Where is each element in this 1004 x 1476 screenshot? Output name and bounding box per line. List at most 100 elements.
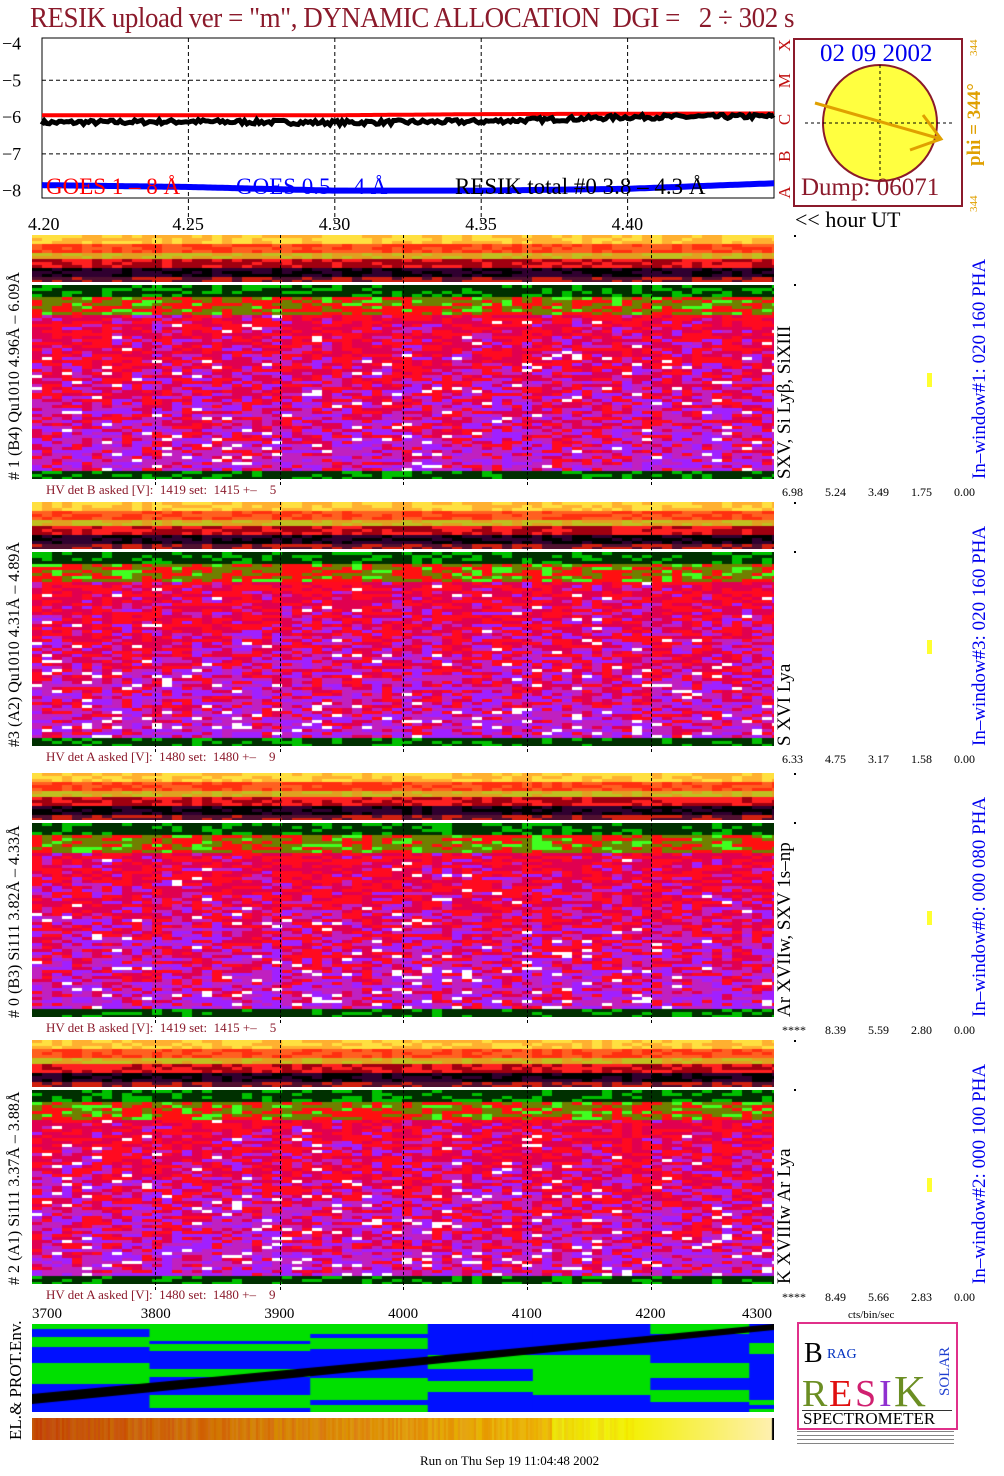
detector-label: # 0 (B3) Si111 3.82Å – 4.33Å [6,825,23,1018]
spectral-lines-label: K XVIIIw Ar Lya [774,1148,795,1284]
pha-histogram-top [794,235,796,237]
color-strip [32,1418,774,1440]
time-grid-line [155,773,156,1023]
pha-histogram-top [794,773,796,775]
lightcurve-plot: −4 −5 −6 −7 −8 4.20 4.25 4.30 4.35 4.40 A B C M X GOES … [2,34,794,234]
svg-text:K: K [894,1367,926,1416]
hist-tick-label: 0.00 [954,1290,975,1304]
hv-status: HV det B asked [V]: 1419 set: 1415 +– 5 [46,1020,277,1035]
flare-class-letter: X [775,39,794,51]
env-x-tick: 3900 [264,1306,295,1322]
time-grid-line [527,502,528,752]
svg-text:RAG: RAG [827,1347,857,1362]
legend-entry: GOES 0.5 – 4 Å [236,174,388,199]
hv-status: HV det B asked [V]: 1419 set: 1415 +– 5 [46,482,277,497]
phi-bottom: 344 [968,195,980,213]
logo-fineprint [797,1430,954,1444]
footer-run-date: Run on Thu Sep 19 11:04:48 2002 [420,1453,600,1468]
hist-tick-label: 0.00 [954,485,975,499]
hist-unit: cts/bin/sec [848,1309,895,1321]
window-label: In–window#0: 000 080 PHA [969,796,990,1017]
time-grid-line [527,1040,528,1290]
hist-tick-label: 2.80 [911,1023,932,1037]
env-label: EL.& PROT.Env. [6,1320,25,1440]
hist-tick-label: 5.59 [868,1023,889,1037]
flare-class-letter: C [775,114,794,125]
hist-tick-label: 0.00 [954,752,975,766]
time-grid-line [403,1040,404,1290]
x-axis-label: << hour UT [795,207,901,232]
phi-label: phi = 344° [964,83,985,166]
hist-tick-label: 6.33 [782,752,803,766]
hist-tick-label: **** [782,1023,806,1037]
pha-histogram-top [794,1040,796,1042]
detector-panel: # 2 (A1) Si111 3.37Å – 3.88Å HV det A ask… [0,1040,1004,1304]
hist-tick-label: 2.83 [911,1290,932,1304]
time-grid-line [651,235,652,485]
y-tick-label: −4 [2,34,21,54]
marker [927,640,932,654]
hv-status: HV det A asked [V]: 1480 set: 1480 +– 9 [46,749,276,764]
hist-tick-label: **** [782,1290,806,1304]
time-grid-line [651,502,652,752]
time-grid-line [280,235,281,485]
env-x-tick: 4300 [742,1306,772,1322]
detector-label: #3 (A2) Qu1010 4.31Å – 4.89Å [6,542,23,747]
marker [927,911,932,925]
particle-environment-heatmap [32,1324,774,1412]
x-tick-label: 4.25 [172,214,204,234]
time-grid-line [403,502,404,752]
pha-histogram-top [794,502,796,504]
time-grid-line [527,235,528,485]
x-tick-label: 4.35 [465,214,497,234]
time-grid-line [403,235,404,485]
spectral-lines-label: Ar XVIIw, SXV 1s–np [774,842,795,1017]
svg-text:S: S [855,1373,876,1415]
svg-text:R: R [802,1373,828,1415]
svg-text:B: B [804,1338,823,1369]
series-line [42,111,774,118]
detector-panel: # 1 (B4) Qu1010 4.96Å – 6.09Å HV det B as… [0,235,1004,499]
spectral-lines-label: S XVI Lya [774,663,795,746]
y-tick-label: −6 [2,107,21,127]
resik-logo: B RAG R E S I K SOLAR SPECTROMETER [797,1322,958,1430]
hist-tick-label: 3.49 [868,485,889,499]
lightcurve-chart: −4 −5 −6 −7 −8 4.20 4.25 4.30 4.35 4.40 A B C M X GOES … [0,30,1004,240]
env-x-tick: 4200 [635,1306,666,1322]
detector-panel: #3 (A2) Qu1010 4.31Å – 4.89Å HV det A ask… [0,502,1004,766]
logo-subtitle: SPECTROMETER [803,1409,936,1428]
pha-histogram-main [794,822,796,824]
flare-class-letter: B [775,151,794,162]
time-grid-line [403,773,404,1023]
hist-tick-label: 4.75 [825,752,846,766]
hist-tick-label: 6.98 [782,485,803,499]
legend-entry: GOES 1 – 8 Å [46,174,181,199]
pha-histogram-main [794,1089,796,1091]
legend-entry: RESIK total #0 3.8 – 4.3 Å [455,174,706,199]
hist-tick-label: 3.17 [868,752,889,766]
time-grid-line [155,1040,156,1290]
env-x-tick: 3800 [140,1306,171,1322]
hist-tick-label: 1.75 [911,485,932,499]
y-tick-label: −8 [2,181,21,201]
hist-tick-label: 0.00 [954,1023,975,1037]
svg-text:I: I [879,1373,892,1415]
env-x-tick: 3700 [32,1306,62,1322]
time-grid-line [280,773,281,1023]
window-label: In–window#1: 020 160 PHA [969,258,990,479]
env-x-tick: 4000 [388,1306,419,1322]
x-tick-label: 4.40 [612,214,644,234]
detector-label: # 1 (B4) Qu1010 4.96Å – 6.09Å [6,272,23,480]
hist-tick-label: 8.49 [825,1290,846,1304]
time-grid-line [280,502,281,752]
svg-text:SOLAR: SOLAR [937,1347,953,1396]
series-line [39,110,776,130]
hist-tick-label: 1.58 [911,752,932,766]
time-grid-line [280,1040,281,1290]
spectral-lines-label: SXV, Si Lyβ, SiXIII [774,325,795,479]
time-grid-line [527,773,528,1023]
plot-frame [41,37,775,199]
time-grid-line [651,773,652,1023]
detector-label: # 2 (A1) Si111 3.37Å – 3.88Å [6,1091,23,1285]
